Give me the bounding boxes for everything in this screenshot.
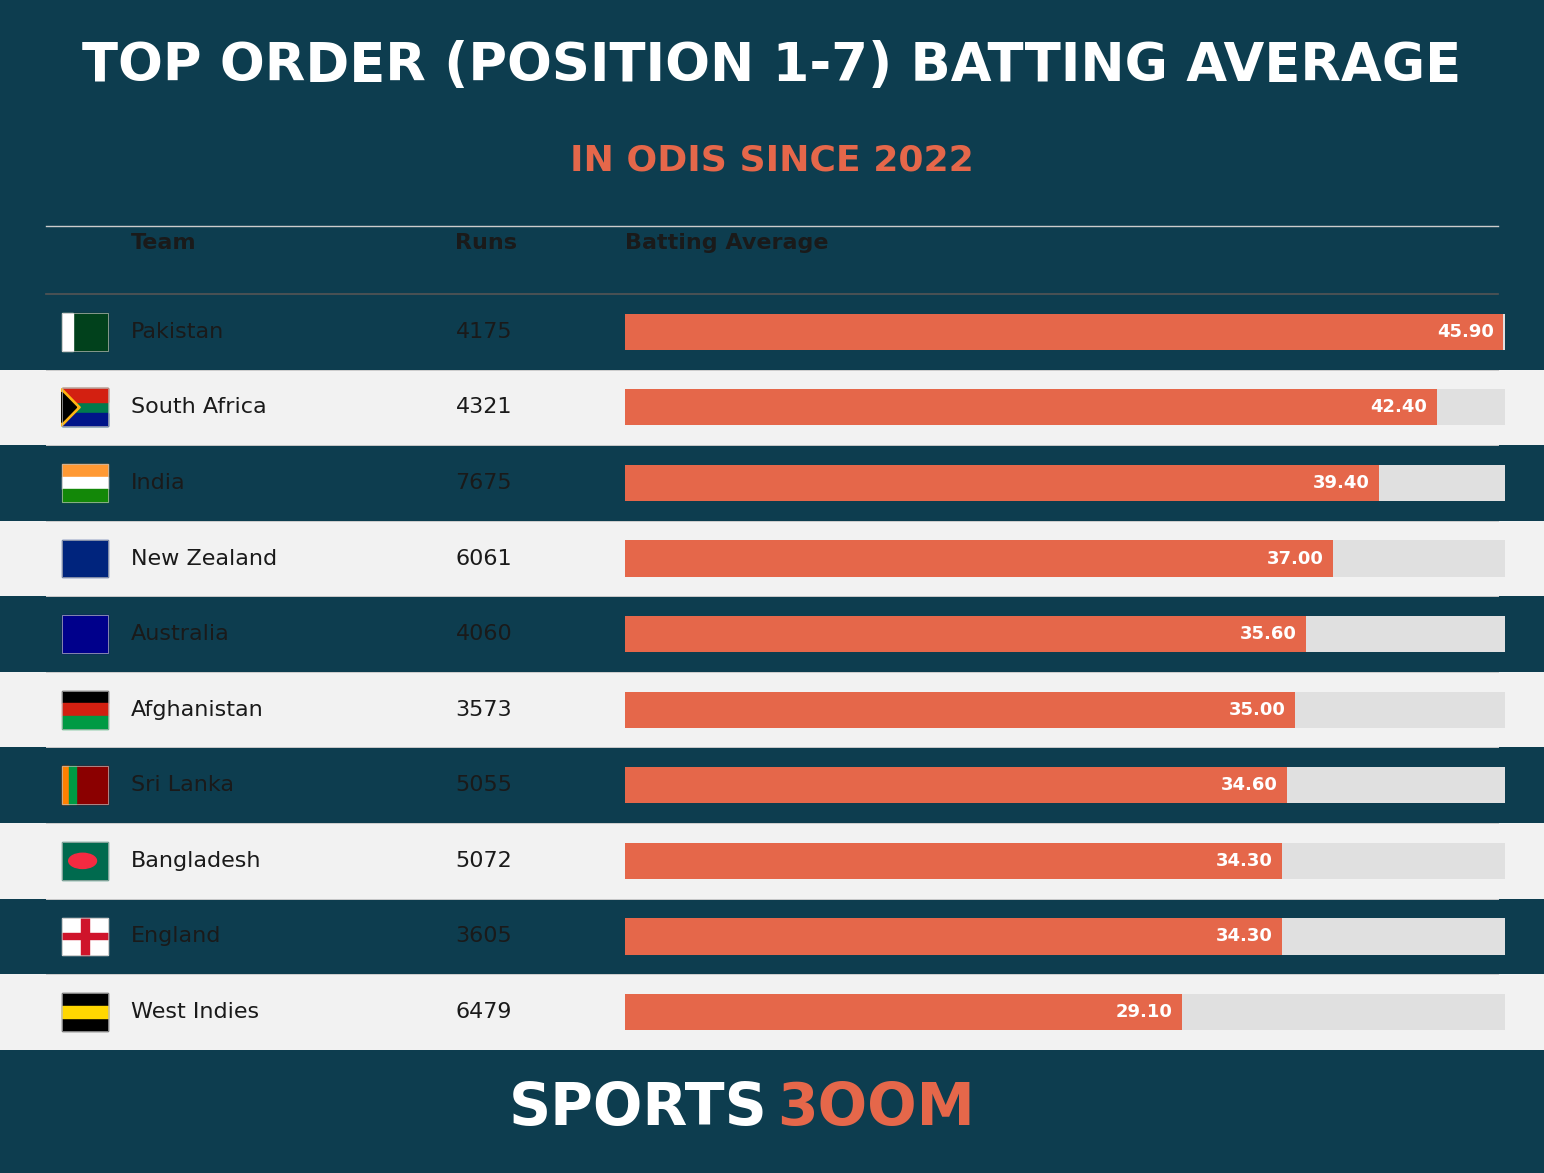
- Text: 4321: 4321: [455, 398, 513, 418]
- Text: Bangladesh: Bangladesh: [131, 850, 262, 870]
- Text: Sri Lanka: Sri Lanka: [131, 775, 235, 795]
- Text: 34.30: 34.30: [1215, 928, 1272, 945]
- Bar: [62, 476, 108, 489]
- Bar: [625, 389, 1436, 426]
- Bar: [625, 616, 1505, 652]
- Bar: [625, 541, 1332, 577]
- Text: 4175: 4175: [455, 321, 513, 341]
- Bar: [62, 716, 108, 728]
- Bar: [625, 842, 1282, 879]
- Bar: [62, 842, 108, 880]
- Bar: [625, 692, 1295, 727]
- Bar: [62, 388, 108, 401]
- Bar: [625, 616, 1306, 652]
- Bar: [82, 917, 88, 955]
- Bar: [62, 313, 108, 351]
- Bar: [62, 766, 108, 805]
- Bar: [625, 692, 1505, 727]
- Text: South Africa: South Africa: [131, 398, 267, 418]
- Text: Australia: Australia: [131, 624, 230, 644]
- Bar: [62, 766, 108, 805]
- Text: Batting Average: Batting Average: [625, 232, 829, 252]
- Text: India: India: [131, 473, 185, 493]
- Bar: [625, 465, 1379, 501]
- Text: 29.10: 29.10: [1116, 1003, 1173, 1021]
- Bar: [62, 465, 108, 476]
- Bar: [62, 540, 108, 577]
- Bar: [62, 994, 108, 1031]
- Bar: [625, 313, 1504, 350]
- Text: Team: Team: [131, 232, 198, 252]
- Text: 42.40: 42.40: [1371, 399, 1427, 416]
- Bar: [62, 413, 108, 426]
- Bar: [62, 615, 108, 653]
- Bar: [62, 917, 108, 955]
- Bar: [62, 766, 68, 805]
- Circle shape: [68, 853, 96, 868]
- Bar: [62, 934, 108, 940]
- Bar: [62, 313, 108, 351]
- Text: 45.90: 45.90: [1437, 323, 1495, 340]
- Bar: [625, 918, 1282, 955]
- Text: 35.00: 35.00: [1229, 700, 1286, 719]
- Bar: [62, 615, 108, 653]
- Text: England: England: [131, 927, 222, 947]
- Text: West Indies: West Indies: [131, 1002, 259, 1022]
- Text: 3OOM: 3OOM: [777, 1080, 974, 1138]
- Text: 5055: 5055: [455, 775, 513, 795]
- Text: IN ODIS SINCE 2022: IN ODIS SINCE 2022: [570, 143, 974, 177]
- Bar: [68, 766, 76, 805]
- Text: Runs: Runs: [455, 232, 517, 252]
- Bar: [625, 994, 1183, 1030]
- Bar: [62, 704, 108, 716]
- Bar: [625, 313, 1505, 350]
- Bar: [625, 465, 1505, 501]
- Text: 3573: 3573: [455, 699, 513, 720]
- Bar: [62, 1006, 108, 1018]
- Bar: [62, 917, 108, 955]
- Text: 39.40: 39.40: [1312, 474, 1370, 491]
- Bar: [625, 842, 1505, 879]
- Bar: [625, 541, 1505, 577]
- Text: 5072: 5072: [455, 850, 513, 870]
- Bar: [62, 842, 108, 880]
- Bar: [62, 691, 108, 728]
- Bar: [62, 388, 108, 426]
- Polygon shape: [62, 392, 77, 422]
- Text: 34.60: 34.60: [1221, 777, 1278, 794]
- Bar: [0, 823, 1544, 899]
- Text: 35.60: 35.60: [1240, 625, 1297, 643]
- Text: 6061: 6061: [455, 549, 513, 569]
- Bar: [62, 540, 108, 577]
- Bar: [625, 389, 1505, 426]
- Bar: [625, 767, 1505, 804]
- Bar: [62, 994, 108, 1031]
- Bar: [0, 369, 1544, 445]
- Text: 34.30: 34.30: [1215, 852, 1272, 870]
- Bar: [0, 672, 1544, 747]
- Text: 4060: 4060: [455, 624, 513, 644]
- Bar: [62, 489, 108, 502]
- Bar: [62, 313, 74, 351]
- Text: TOP ORDER (POSITION 1-7) BATTING AVERAGE: TOP ORDER (POSITION 1-7) BATTING AVERAGE: [82, 40, 1462, 91]
- Text: 6479: 6479: [455, 1002, 513, 1022]
- Bar: [62, 465, 108, 502]
- Text: 3605: 3605: [455, 927, 513, 947]
- Text: New Zealand: New Zealand: [131, 549, 278, 569]
- Text: Afghanistan: Afghanistan: [131, 699, 264, 720]
- Bar: [62, 691, 108, 704]
- Bar: [0, 975, 1544, 1050]
- Bar: [625, 767, 1288, 804]
- Bar: [625, 918, 1505, 955]
- Text: 7675: 7675: [455, 473, 513, 493]
- Bar: [62, 388, 108, 426]
- Bar: [625, 994, 1505, 1030]
- Text: 37.00: 37.00: [1268, 549, 1323, 568]
- Text: Pakistan: Pakistan: [131, 321, 224, 341]
- Polygon shape: [62, 388, 80, 426]
- Text: SPORTS: SPORTS: [508, 1080, 767, 1138]
- Bar: [0, 521, 1544, 596]
